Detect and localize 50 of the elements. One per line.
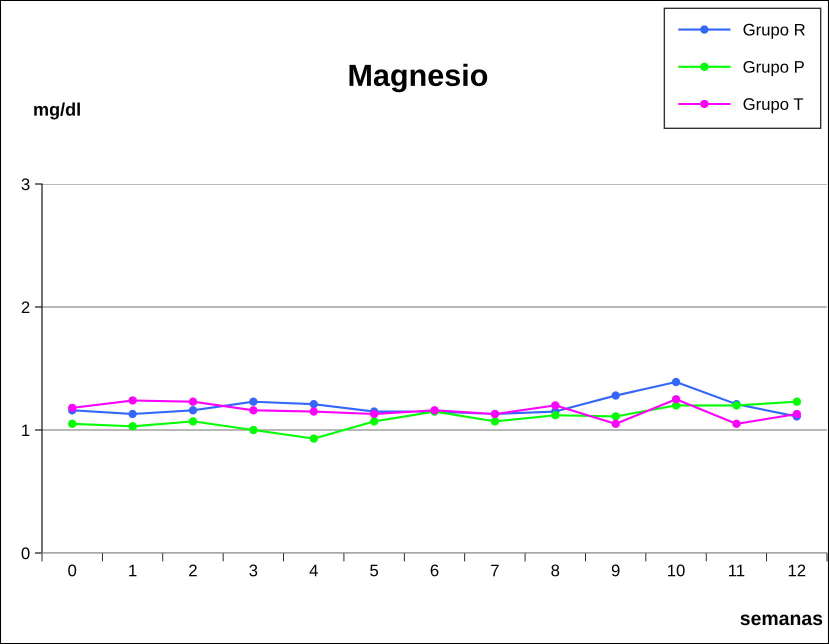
x-tick-label: 7 bbox=[491, 564, 499, 576]
point bbox=[310, 407, 318, 416]
legend-label: Grupo T bbox=[744, 98, 804, 114]
x-tick-label: 3 bbox=[249, 564, 258, 576]
point bbox=[68, 404, 76, 412]
point bbox=[792, 398, 801, 406]
y-tick-label: 1 bbox=[22, 424, 30, 436]
legend-label: Grupo P bbox=[744, 60, 804, 76]
x-axis-title: semanas bbox=[740, 614, 822, 626]
point bbox=[128, 396, 137, 405]
point bbox=[611, 420, 620, 428]
point bbox=[611, 391, 620, 400]
x-tick-label: 5 bbox=[370, 564, 378, 576]
point bbox=[188, 417, 198, 426]
point bbox=[310, 434, 318, 443]
point bbox=[188, 398, 198, 406]
chart-title: Magnesio bbox=[350, 64, 488, 92]
x-tick-label: 4 bbox=[309, 564, 318, 576]
point bbox=[792, 410, 801, 418]
point bbox=[732, 420, 741, 428]
point bbox=[551, 401, 560, 410]
y-tick-label: 3 bbox=[22, 178, 30, 190]
x-tick-label: 6 bbox=[430, 564, 438, 576]
x-tick-label: 1 bbox=[129, 564, 136, 576]
legend-label: Grupo R bbox=[744, 24, 805, 39]
point bbox=[249, 426, 258, 434]
point bbox=[370, 417, 378, 426]
point bbox=[672, 395, 680, 404]
x-tick-label: 12 bbox=[788, 564, 806, 576]
point bbox=[370, 410, 378, 418]
point bbox=[611, 412, 620, 421]
point bbox=[128, 422, 137, 430]
x-tick-label: 9 bbox=[612, 564, 620, 576]
x-tick-label: 0 bbox=[68, 564, 76, 576]
x-tick-label: 2 bbox=[189, 564, 197, 576]
x-tick-label: 11 bbox=[729, 564, 744, 576]
point bbox=[490, 417, 500, 426]
point bbox=[128, 410, 137, 418]
point bbox=[551, 411, 560, 420]
point bbox=[249, 398, 258, 406]
point bbox=[188, 406, 198, 414]
point bbox=[310, 400, 318, 408]
point bbox=[672, 378, 680, 386]
x-tick-label: 10 bbox=[668, 564, 685, 576]
point bbox=[249, 406, 258, 414]
y-axis-title: mg/dl bbox=[34, 102, 80, 120]
y-tick-label: 2 bbox=[22, 301, 30, 314]
point bbox=[68, 420, 76, 428]
y-tick-label: 0 bbox=[22, 547, 30, 560]
x-tick-label: 8 bbox=[551, 564, 560, 576]
